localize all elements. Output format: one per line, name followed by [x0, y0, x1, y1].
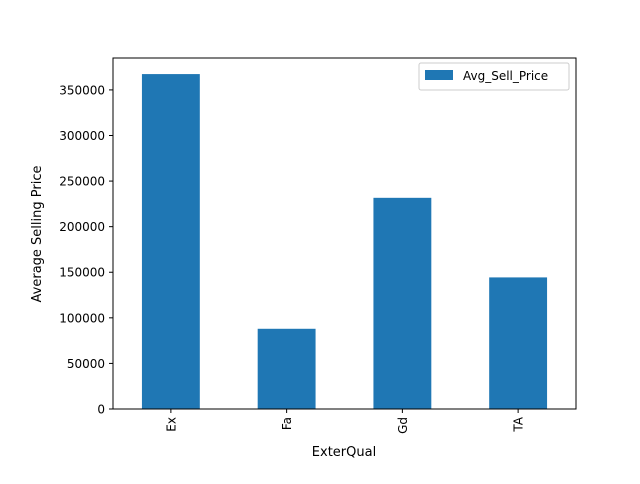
y-tick-label: 50000 — [67, 357, 105, 371]
bar-gd — [373, 197, 432, 409]
x-axis-label: ExterQual — [312, 445, 376, 460]
y-tick-label: 200000 — [59, 220, 105, 234]
bar-fa — [257, 328, 316, 409]
y-tick-label: 100000 — [59, 311, 105, 325]
y-tick-label: 250000 — [59, 175, 105, 189]
y-axis-label: Average Selling Price — [30, 166, 45, 303]
x-tick-label: Gd — [396, 417, 410, 434]
y-tick-label: 300000 — [59, 129, 105, 143]
y-tick-label: 350000 — [59, 83, 105, 97]
plot-frame — [112, 57, 577, 410]
y-tick-label: 0 — [97, 403, 105, 417]
axes-layer: 0 50000 100000 150000 200000 250000 300000 3500… — [59, 57, 577, 434]
bar-ta — [489, 277, 548, 409]
legend-box — [418, 62, 570, 91]
x-tick-label: TA — [512, 416, 526, 432]
legend-label: Avg_Sell_Price — [463, 69, 548, 83]
legend-swatch — [425, 70, 453, 80]
y-tick-label: 150000 — [59, 266, 105, 280]
x-tick-label: Ex — [164, 417, 178, 432]
bars-layer — [141, 74, 548, 409]
x-tick-label: Fa — [280, 417, 294, 430]
legend: Avg_Sell_Price — [418, 62, 570, 91]
bar-ex — [141, 74, 200, 409]
